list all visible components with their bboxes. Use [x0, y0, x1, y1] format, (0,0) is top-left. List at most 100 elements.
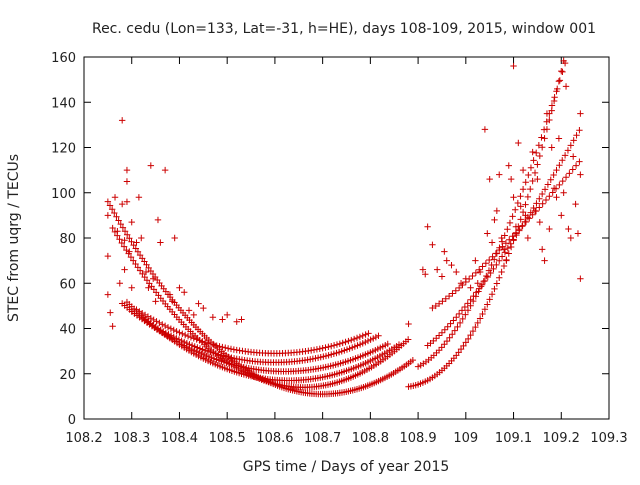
data-point [559, 68, 566, 76]
data-point [409, 356, 417, 364]
data-point [481, 306, 489, 313]
data-point [576, 127, 583, 134]
data-point [447, 320, 454, 327]
data-point [134, 248, 142, 255]
data-point [429, 241, 436, 248]
data-point [505, 162, 512, 169]
data-point [145, 284, 152, 291]
data-point [486, 256, 493, 264]
data-point [116, 236, 123, 243]
data-point [546, 193, 553, 200]
data-point [470, 292, 477, 300]
data-point [313, 346, 321, 353]
data-point [435, 300, 443, 307]
data-point [558, 67, 565, 75]
data-point [555, 135, 563, 142]
data-point [204, 339, 212, 347]
data-point [448, 261, 455, 269]
data-point [128, 284, 135, 291]
data-point [136, 267, 144, 274]
data-point [446, 334, 453, 341]
data-point [527, 185, 534, 193]
data-point [507, 240, 514, 247]
data-point [464, 300, 471, 307]
data-point [325, 343, 332, 351]
y-tick-label: 80 [59, 232, 76, 247]
data-point [222, 344, 229, 351]
data-point [130, 257, 137, 264]
data-point [176, 329, 183, 336]
data-point [453, 313, 460, 321]
data-point [556, 181, 563, 189]
data-point [111, 194, 119, 201]
data-point [449, 290, 456, 297]
data-point [152, 298, 159, 305]
data-point [356, 333, 364, 341]
data-point [505, 250, 512, 257]
data-point [566, 170, 573, 177]
data-point [118, 117, 126, 124]
data-point [150, 275, 157, 282]
data-point [484, 273, 491, 281]
data-point [493, 261, 500, 269]
y-tick-label: 40 [59, 323, 76, 338]
data-point [501, 249, 509, 256]
data-point [577, 171, 584, 178]
data-point [161, 166, 169, 174]
data-point [106, 202, 114, 209]
data-point [465, 335, 472, 343]
data-point [574, 230, 582, 237]
data-point [441, 326, 449, 333]
data-point [506, 236, 513, 243]
data-point [516, 226, 523, 233]
data-point [190, 311, 197, 319]
data-point [452, 287, 459, 294]
data-point [548, 102, 556, 109]
data-point [535, 141, 543, 149]
data-point [519, 208, 527, 216]
data-point [481, 126, 489, 133]
data-point [319, 344, 326, 352]
data-point [556, 162, 563, 169]
y-tick-label: 160 [51, 51, 76, 66]
data-point [443, 257, 450, 264]
data-point [529, 211, 536, 218]
x-tick-label: 108.5 [209, 431, 246, 446]
data-point [461, 303, 469, 311]
data-point [524, 193, 532, 201]
x-axis-ticks: 108.2 108.3 108.4 108.5 108.6 108.7 108.8 108.9… [65, 57, 628, 446]
data-point [555, 78, 563, 85]
data-point [115, 217, 122, 224]
data-point [121, 237, 128, 244]
data-point [559, 177, 566, 185]
data-point [541, 135, 548, 142]
data-point [544, 181, 552, 188]
data-point [550, 171, 557, 179]
x-tick-label: 109.3 [590, 431, 627, 446]
x-tick-label: 108.9 [399, 431, 436, 446]
data-point [489, 253, 496, 260]
data-point [345, 337, 352, 345]
data-point [139, 270, 146, 278]
data-point [474, 319, 481, 327]
data-point [462, 339, 470, 346]
x-axis-label: GPS time / Days of year 2015 [243, 459, 450, 475]
data-point [459, 315, 466, 323]
data-point [184, 332, 192, 340]
data-point [536, 204, 543, 211]
data-point [187, 334, 195, 341]
data-point [556, 77, 564, 84]
data-point [467, 296, 474, 303]
y-axis-label: STEC from uqrg / TECUs [6, 154, 22, 322]
data-point [462, 311, 469, 318]
data-point [510, 194, 517, 201]
data-point [567, 234, 575, 242]
data-point [200, 304, 207, 312]
data-point [475, 285, 483, 292]
data-point [384, 340, 391, 348]
data-point [496, 171, 503, 178]
data-point [123, 166, 131, 174]
data-point [498, 268, 505, 276]
data-point [445, 292, 453, 300]
data-point [450, 317, 457, 324]
